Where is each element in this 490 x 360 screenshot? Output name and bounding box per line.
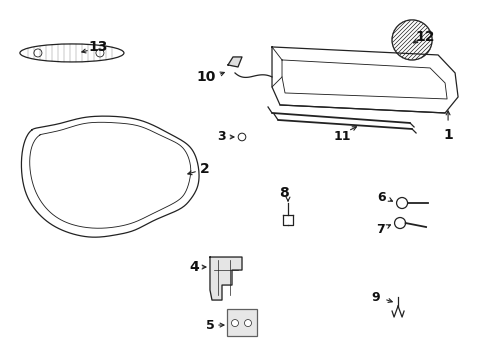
Text: 9: 9 xyxy=(372,291,380,303)
Text: 1: 1 xyxy=(443,128,453,142)
Text: 10: 10 xyxy=(196,70,216,84)
Circle shape xyxy=(34,49,42,57)
Circle shape xyxy=(396,198,408,208)
Polygon shape xyxy=(228,57,242,67)
Circle shape xyxy=(96,49,104,57)
Text: 12: 12 xyxy=(416,30,435,44)
Circle shape xyxy=(394,217,406,229)
Circle shape xyxy=(231,320,239,327)
Text: 5: 5 xyxy=(206,319,214,332)
FancyBboxPatch shape xyxy=(227,309,257,336)
Polygon shape xyxy=(392,20,432,60)
Text: 11: 11 xyxy=(333,130,351,144)
Circle shape xyxy=(392,20,432,60)
Text: 13: 13 xyxy=(88,40,108,54)
Polygon shape xyxy=(210,257,242,300)
Text: 7: 7 xyxy=(376,222,385,235)
Circle shape xyxy=(245,320,251,327)
Text: 2: 2 xyxy=(200,162,210,176)
Text: 6: 6 xyxy=(378,190,387,203)
Text: 3: 3 xyxy=(218,130,226,144)
Text: 8: 8 xyxy=(279,186,289,200)
Text: 4: 4 xyxy=(189,260,199,274)
